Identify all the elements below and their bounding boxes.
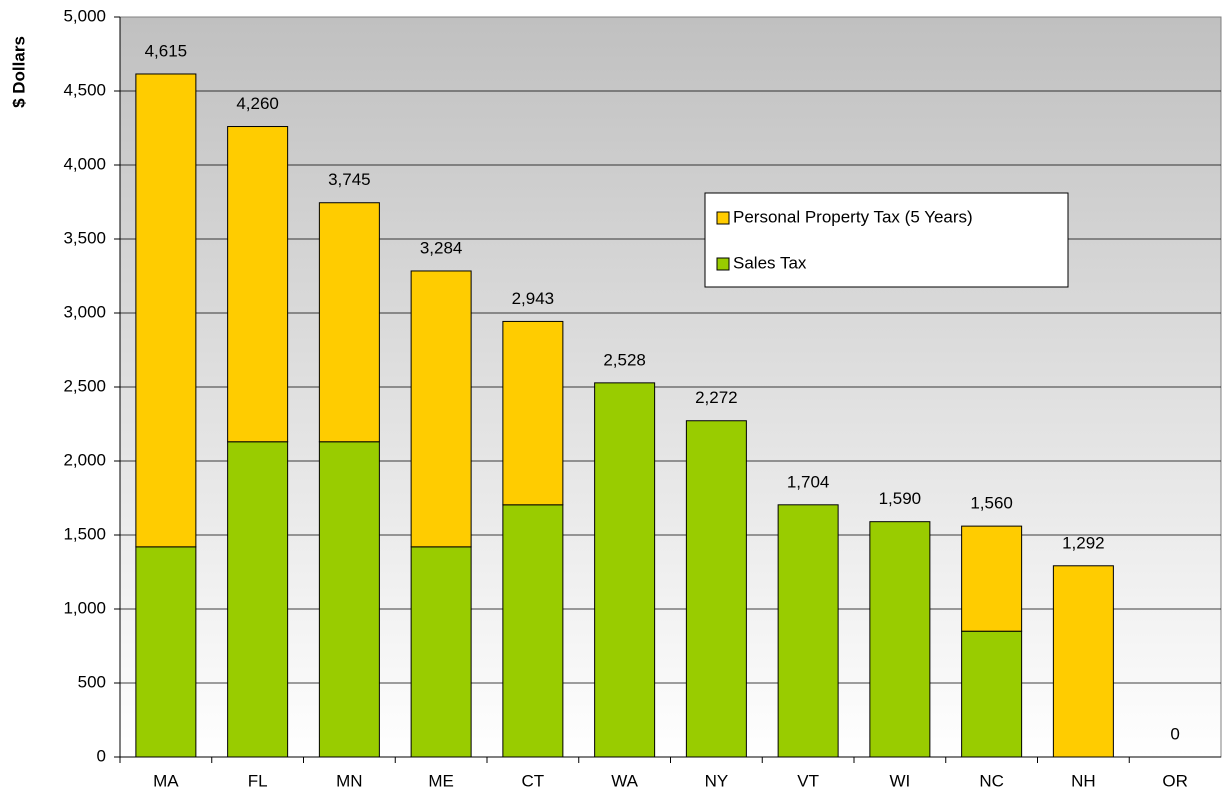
x-tick-label: MN	[336, 771, 362, 790]
x-tick-label: NC	[979, 771, 1004, 790]
bar-segment	[961, 525, 1023, 632]
x-tick-label: MA	[153, 771, 179, 790]
y-tick-label: 4,500	[63, 80, 106, 99]
legend-swatch	[716, 257, 730, 271]
x-tick-label: VT	[797, 771, 819, 790]
y-tick-label: 1,500	[63, 524, 106, 543]
x-tick-label: NY	[705, 771, 729, 790]
y-tick-label: 0	[97, 746, 106, 765]
bar-segment	[1052, 565, 1114, 758]
bar-segment	[135, 546, 197, 758]
total-label: 1,292	[1062, 533, 1105, 552]
total-label: 4,615	[145, 41, 188, 60]
bar-segment	[594, 382, 656, 758]
total-label: 4,260	[236, 94, 279, 113]
total-label: 1,704	[787, 472, 830, 491]
y-axis-label: $ Dollars	[9, 36, 28, 108]
bar-segment	[135, 73, 197, 548]
x-tick-label: OR	[1162, 771, 1188, 790]
total-label: 3,284	[420, 238, 463, 257]
bar-segment	[777, 504, 839, 758]
bar-segment	[869, 521, 931, 758]
bar-segment	[502, 320, 564, 506]
total-label: 2,528	[603, 350, 646, 369]
x-tick-label: NH	[1071, 771, 1096, 790]
bar-segment	[961, 630, 1023, 758]
y-tick-label: 4,000	[63, 154, 106, 173]
legend-label: Personal Property Tax (5 Years)	[733, 207, 973, 226]
legend-label: Sales Tax	[733, 253, 807, 272]
total-label: 1,560	[970, 494, 1013, 513]
y-tick-label: 5,000	[63, 6, 106, 25]
bar-segment	[685, 420, 747, 758]
bar-segment	[318, 441, 380, 758]
y-tick-label: 3,500	[63, 228, 106, 247]
total-label: 1,590	[879, 489, 922, 508]
total-label: 2,943	[512, 289, 555, 308]
legend-swatch	[716, 211, 730, 225]
x-tick-label: CT	[522, 771, 545, 790]
total-label: 3,745	[328, 170, 371, 189]
x-tick-label: WA	[611, 771, 638, 790]
total-label: 2,272	[695, 388, 738, 407]
y-tick-label: 3,000	[63, 302, 106, 321]
bar-segment	[410, 270, 472, 548]
bar-segment	[318, 202, 380, 443]
bar-segment	[227, 126, 289, 443]
x-tick-label: WI	[889, 771, 910, 790]
legend-box	[704, 192, 1069, 288]
bar-segment	[502, 504, 564, 758]
x-tick-label: FL	[248, 771, 268, 790]
total-label: 0	[1170, 724, 1179, 743]
y-tick-label: 500	[78, 672, 106, 691]
y-tick-label: 2,000	[63, 450, 106, 469]
y-tick-label: 2,500	[63, 376, 106, 395]
bar-segment	[227, 441, 289, 758]
y-tick-label: 1,000	[63, 598, 106, 617]
x-tick-label: ME	[428, 771, 454, 790]
bar-segment	[410, 546, 472, 758]
